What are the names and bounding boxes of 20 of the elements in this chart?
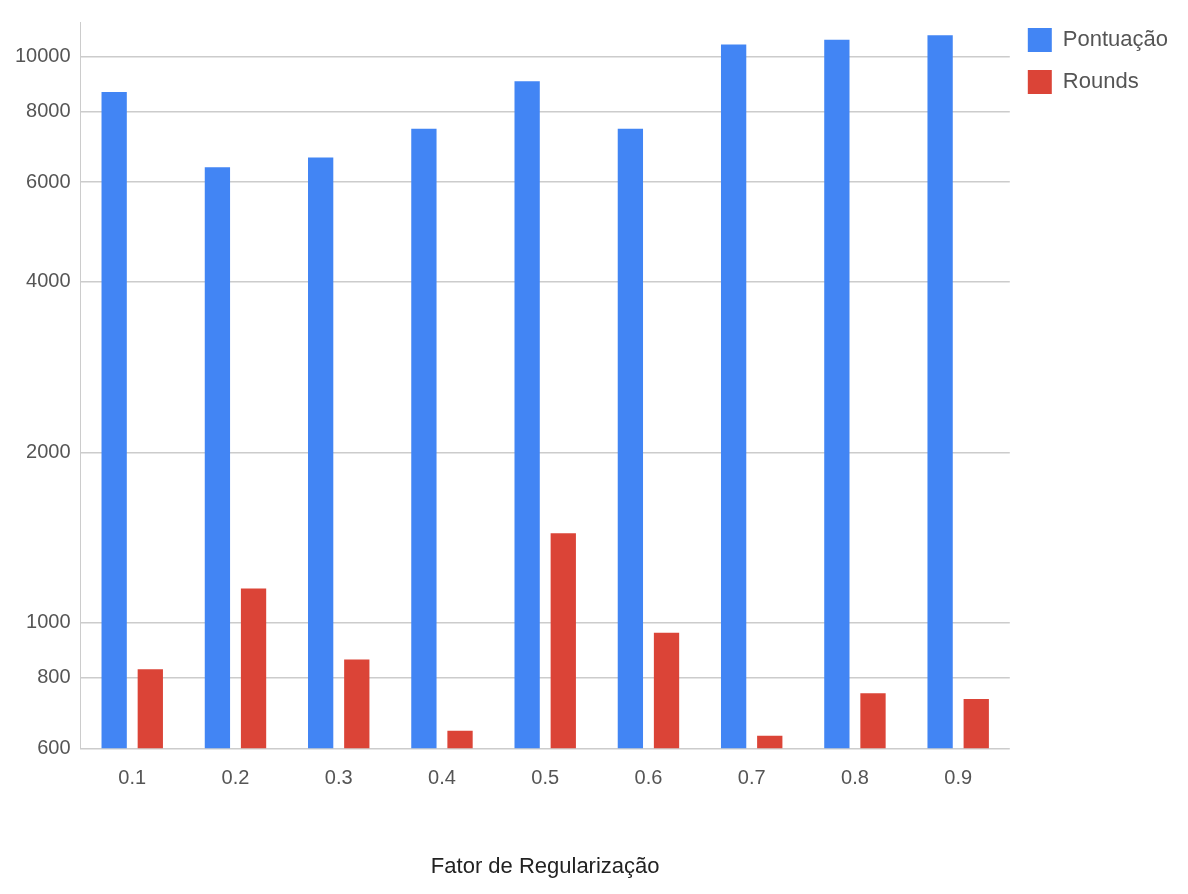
y-tick-label: 600 xyxy=(37,736,71,759)
y-tick-label: 6000 xyxy=(26,169,71,192)
y-tick-label: 1000 xyxy=(26,610,71,633)
x-tick-label: 0.1 xyxy=(118,766,147,789)
x-tick-label: 0.6 xyxy=(634,766,663,789)
x-axis-title: Fator de Regularização xyxy=(430,852,660,878)
y-tick-label: 8000 xyxy=(26,98,71,121)
legend-label: Rounds xyxy=(1062,68,1139,94)
x-tick-label: 0.7 xyxy=(737,766,766,789)
x-tick-label: 0.9 xyxy=(944,766,973,789)
y-tick-label: 10000 xyxy=(14,43,71,66)
y-tick-label: 4000 xyxy=(26,269,71,292)
x-tick-label: 0.2 xyxy=(221,766,250,789)
y-tick-label: 800 xyxy=(37,665,71,688)
x-tick-label: 0.3 xyxy=(324,766,353,789)
legend-label: Pontuação xyxy=(1062,26,1168,52)
x-tick-label: 0.4 xyxy=(428,766,456,789)
y-tick-label: 2000 xyxy=(26,439,71,462)
x-tick-label: 0.5 xyxy=(531,766,560,789)
x-tick-label: 0.8 xyxy=(841,766,869,789)
